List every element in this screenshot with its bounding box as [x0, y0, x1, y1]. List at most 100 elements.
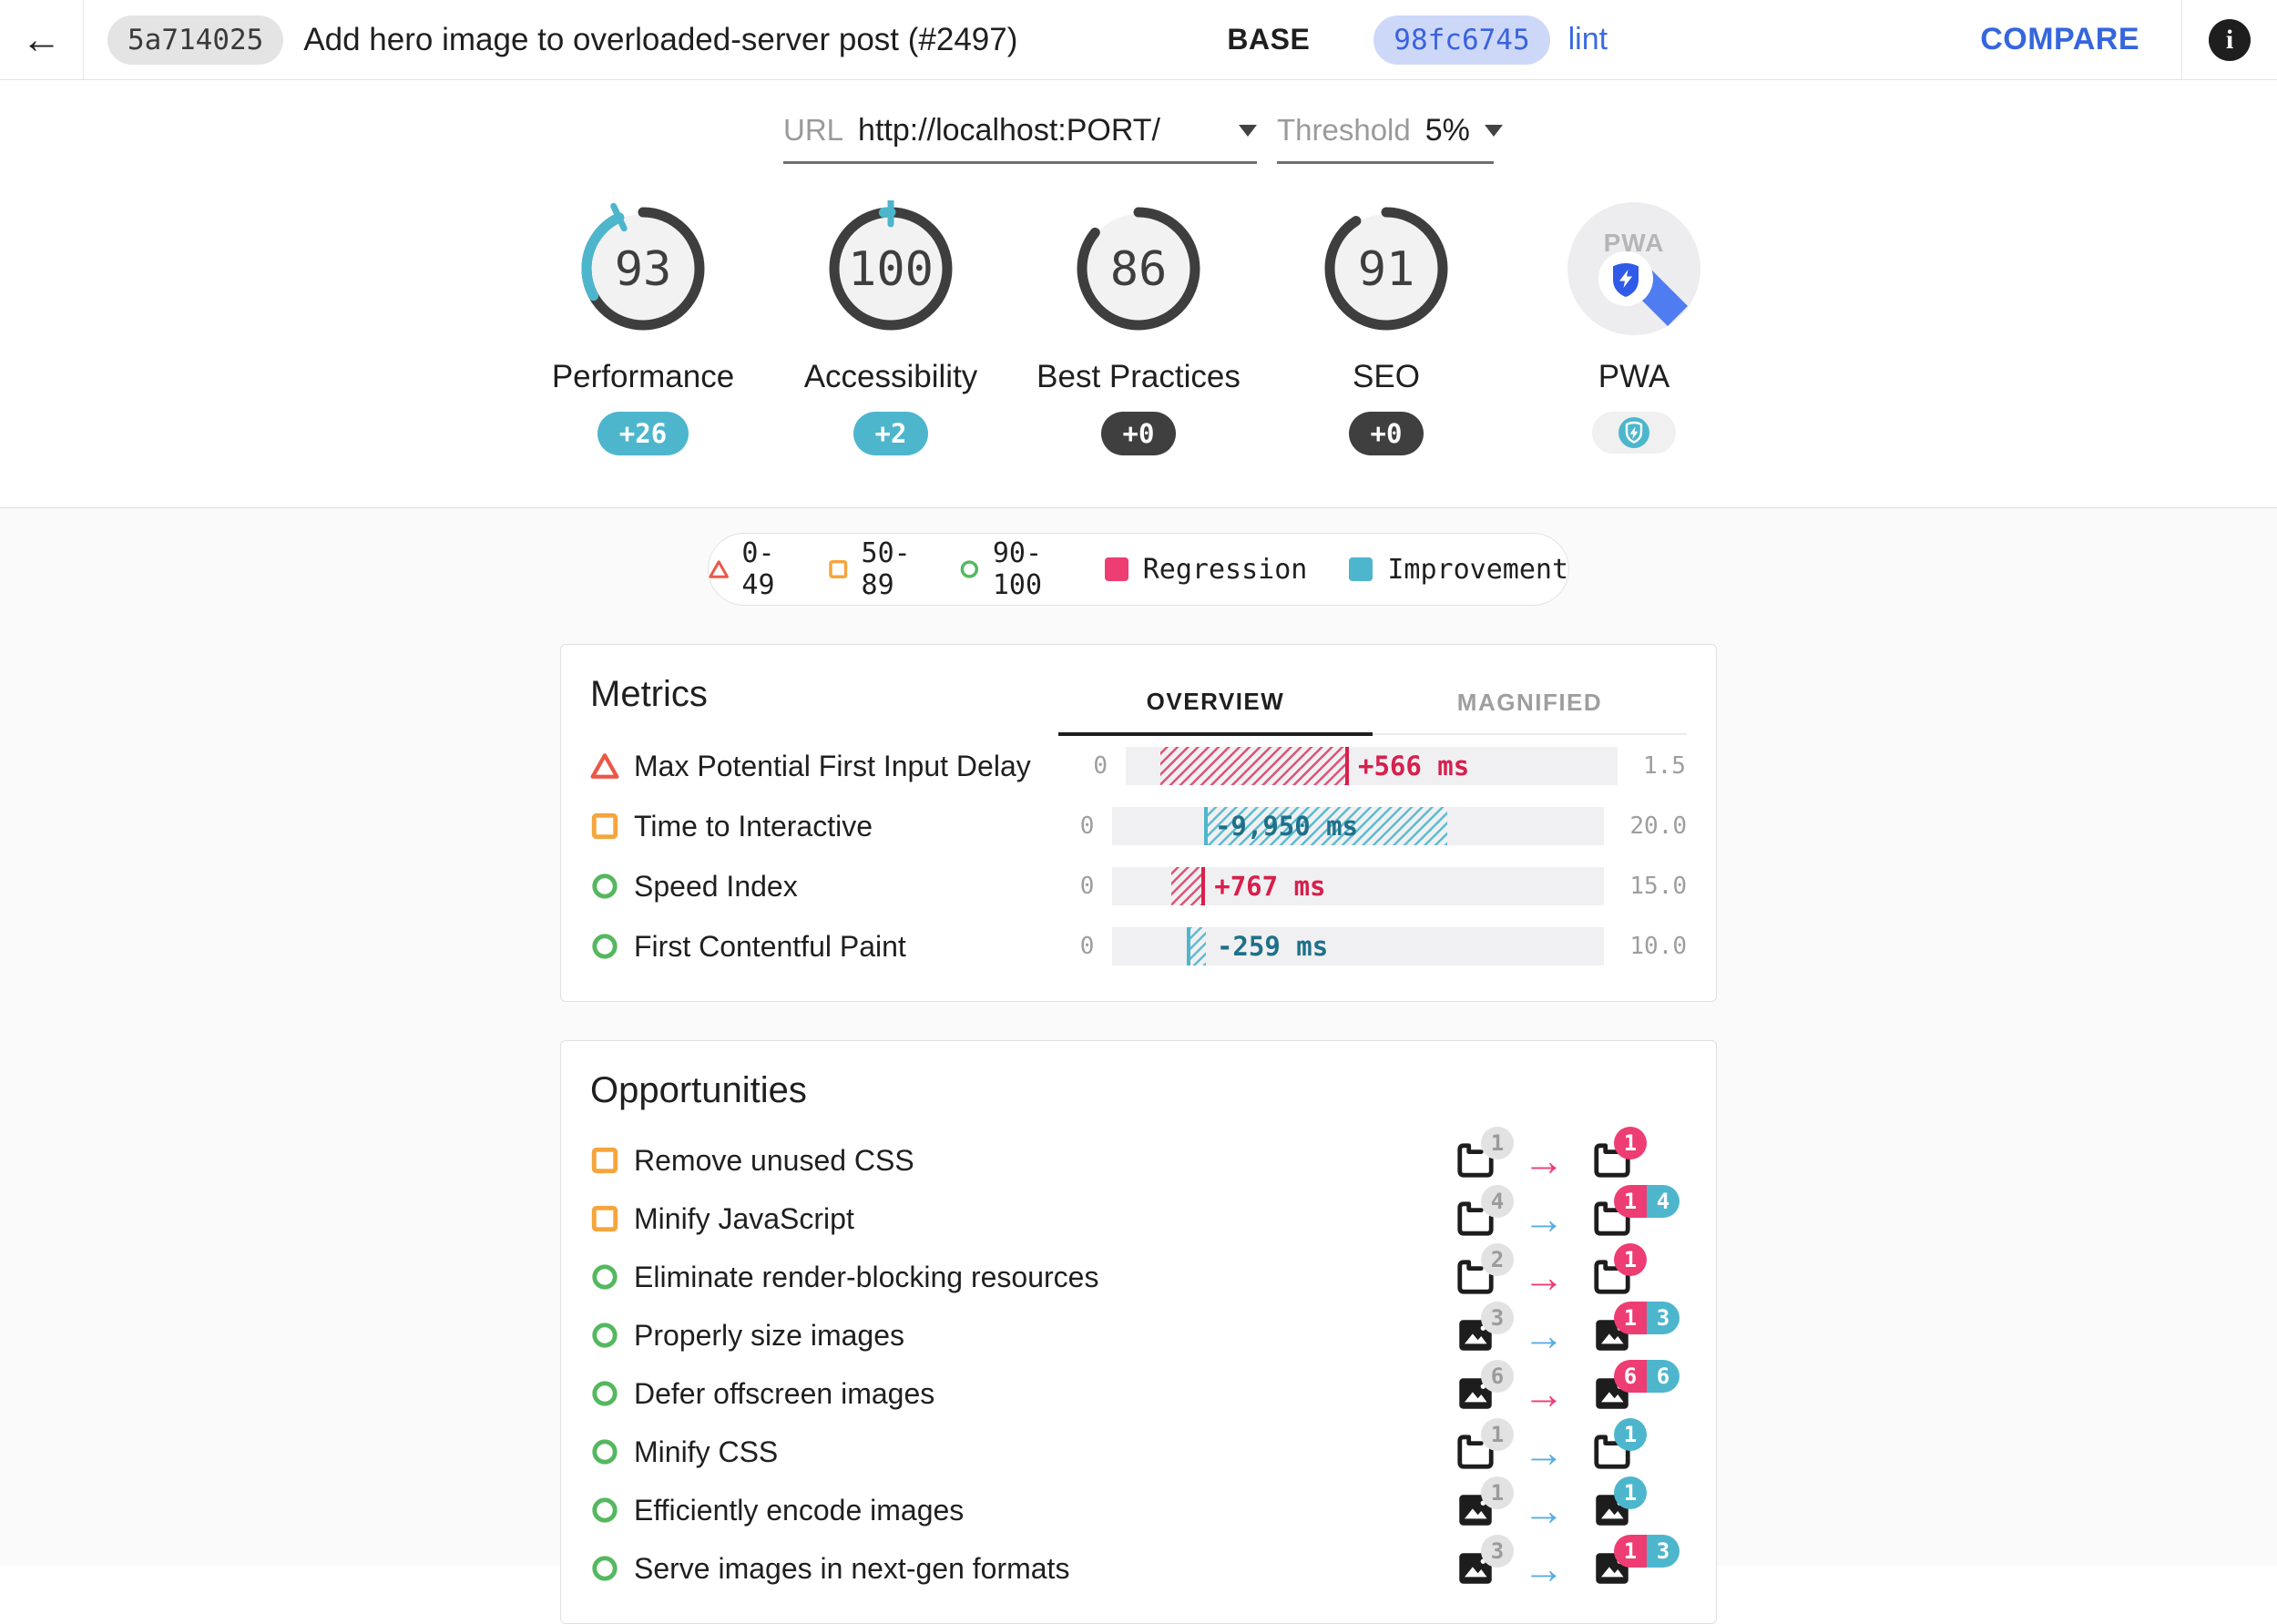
pass-circle-icon	[592, 1439, 618, 1465]
legend-item-regression: Regression	[1103, 554, 1307, 586]
opportunity-row-properly-size-images[interactable]: Properly size images 3 → 1 3	[590, 1302, 1687, 1364]
back-arrow-icon: ←	[21, 16, 62, 62]
opportunity-row-minify-javascript[interactable]: Minify JavaScript 4 → 1 4	[590, 1185, 1687, 1248]
pwa-badge-art: PWA	[1567, 202, 1700, 335]
arrow-right-icon: →	[1523, 1545, 1565, 1592]
category-pwa: PWA PWA	[1566, 200, 1702, 455]
category-label: Performance	[551, 359, 735, 394]
category-best-practices: 86 Best Practices +0	[1036, 200, 1241, 455]
compare-commit-hash[interactable]: 98fc6745	[1373, 15, 1550, 65]
regression-count-badge: 1	[1614, 1302, 1647, 1334]
improvement-count-badge: 4	[1647, 1185, 1680, 1218]
url-select-label: URL	[783, 113, 844, 147]
base-count-badge: 4	[1481, 1185, 1514, 1218]
legend-label: 90-100	[992, 537, 1043, 601]
metric-delta-value: +566 ms	[1358, 751, 1470, 781]
metric-name: Speed Index	[634, 869, 798, 903]
base-count-badge: 2	[1481, 1243, 1514, 1276]
pass-circle-icon	[592, 1381, 618, 1406]
metric-name: First Contentful Paint	[634, 929, 906, 963]
improvement-count-badge: 1	[1614, 1476, 1647, 1509]
category-seo: 91 SEO +0	[1318, 200, 1455, 455]
info-icon: i	[2209, 18, 2251, 61]
back-button[interactable]: ←	[0, 0, 84, 80]
improvement-swatch-icon	[1349, 557, 1373, 581]
opportunity-row-minify-css[interactable]: Minify CSS 1 → 1	[590, 1418, 1687, 1481]
score-gauge: 93	[581, 202, 705, 331]
opportunity-name: Efficiently encode images	[634, 1493, 965, 1527]
regression-count-badge: 1	[1614, 1243, 1647, 1276]
average-square-icon	[591, 812, 618, 840]
svg-text:100: 100	[848, 242, 934, 297]
svg-text:91: 91	[1358, 242, 1415, 297]
fail-triangle-icon	[590, 753, 619, 779]
metric-diff-bar: -259 ms	[1112, 927, 1605, 965]
report-summary: URL http://localhost:PORT/ Threshold 5% …	[0, 80, 2277, 508]
base-count-badge: 3	[1481, 1302, 1514, 1334]
info-button[interactable]: i	[2182, 0, 2277, 80]
bar-min-value: 0	[1079, 812, 1095, 840]
arrow-right-icon: →	[1523, 1195, 1565, 1242]
svg-text:86: 86	[1110, 242, 1168, 297]
arrow-right-icon: →	[1523, 1486, 1565, 1534]
category-label: Accessibility	[803, 359, 978, 394]
category-performance: 93 Performance +26	[552, 200, 734, 455]
metric-delta-value: +767 ms	[1214, 871, 1326, 902]
pass-circle-icon	[592, 873, 618, 899]
metric-diff-bar: -9,950 ms	[1112, 807, 1605, 845]
score-delta-badge: +0	[1348, 412, 1424, 455]
document-icon	[1457, 1435, 1494, 1469]
metric-row-time-to-interactive: Time to Interactive 0 -9,950 ms 20.0	[590, 797, 1687, 855]
opportunity-counts: 3 → 1 3	[1452, 1535, 1687, 1592]
compare-button[interactable]: COMPARE	[1975, 21, 2145, 58]
metric-delta-value: -9,950 ms	[1214, 811, 1359, 842]
opportunity-row-eliminate-render-blocking-resources[interactable]: Eliminate render-blocking resources 2 → 1	[590, 1243, 1687, 1306]
metric-name: Max Potential First Input Delay	[634, 749, 1031, 782]
opportunity-counts: 2 → 1	[1452, 1243, 1687, 1299]
opportunity-row-serve-images-in-next-gen-formats[interactable]: Serve images in next-gen formats 3 → 1 3	[590, 1535, 1687, 1598]
tab-magnified[interactable]: MAGNIFIED	[1373, 673, 1687, 733]
opportunity-rows: Remove unused CSS 1 → 1 Minify JavaScript 4 → 1…	[590, 1127, 1687, 1598]
opportunity-name: Remove unused CSS	[634, 1143, 914, 1177]
threshold-select[interactable]: Threshold 5%	[1277, 113, 1503, 164]
document-icon	[1457, 1201, 1494, 1236]
opportunity-name: Serve images in next-gen formats	[634, 1551, 1070, 1585]
filters-row: URL http://localhost:PORT/ Threshold 5%	[0, 113, 2277, 164]
document-icon	[1457, 1143, 1494, 1178]
score-gauge: 100	[829, 200, 953, 331]
opportunity-counts: 3 → 1 3	[1452, 1302, 1687, 1359]
base-count-badge: 1	[1481, 1127, 1514, 1159]
url-select[interactable]: URL http://localhost:PORT/	[783, 113, 1257, 164]
base-count-badge: 6	[1481, 1360, 1514, 1393]
base-count-badge: 1	[1481, 1418, 1514, 1451]
pass-circle-icon	[960, 560, 979, 578]
base-commit-title: Add hero image to overloaded-server post…	[303, 21, 1018, 57]
header: ← 5a714025 Add hero image to overloaded-…	[0, 0, 2277, 80]
average-square-icon	[591, 1147, 618, 1174]
legend-label: 50-89	[861, 537, 911, 601]
opportunity-row-remove-unused-css[interactable]: Remove unused CSS 1 → 1	[590, 1127, 1687, 1190]
base-commit-hash[interactable]: 5a714025	[107, 15, 284, 65]
improvement-count-badge: 1	[1614, 1418, 1647, 1451]
regression-count-badge: 6	[1614, 1360, 1647, 1393]
legend-item-0-49: 0-49	[709, 537, 788, 601]
tab-overview[interactable]: OVERVIEW	[1058, 673, 1373, 736]
pass-circle-icon	[592, 1264, 618, 1290]
opportunity-row-defer-offscreen-images[interactable]: Defer offscreen images 6 → 6 6	[590, 1360, 1687, 1423]
metric-row-max-potential-first-input-delay: Max Potential First Input Delay 0 +566 ms 1…	[590, 737, 1687, 795]
opportunity-row-efficiently-encode-images[interactable]: Efficiently encode images 1 → 1	[590, 1476, 1687, 1539]
document-icon	[1594, 1143, 1630, 1178]
arrow-right-icon: →	[1523, 1312, 1565, 1359]
metric-row-first-contentful-paint: First Contentful Paint 0 -259 ms 10.0	[590, 917, 1687, 975]
category-label: Best Practices	[1036, 359, 1241, 394]
pass-circle-icon	[592, 934, 618, 959]
improvement-count-badge: 3	[1647, 1302, 1680, 1334]
document-icon	[1594, 1260, 1630, 1294]
improvement-count-badge: 6	[1647, 1360, 1680, 1393]
arrow-right-icon: →	[1523, 1370, 1565, 1417]
document-icon	[1594, 1435, 1630, 1469]
opportunity-counts: 1 → 1	[1452, 1418, 1687, 1474]
average-square-icon	[829, 559, 848, 579]
score-delta-badge: +26	[597, 412, 689, 455]
base-count-badge: 3	[1481, 1535, 1514, 1568]
